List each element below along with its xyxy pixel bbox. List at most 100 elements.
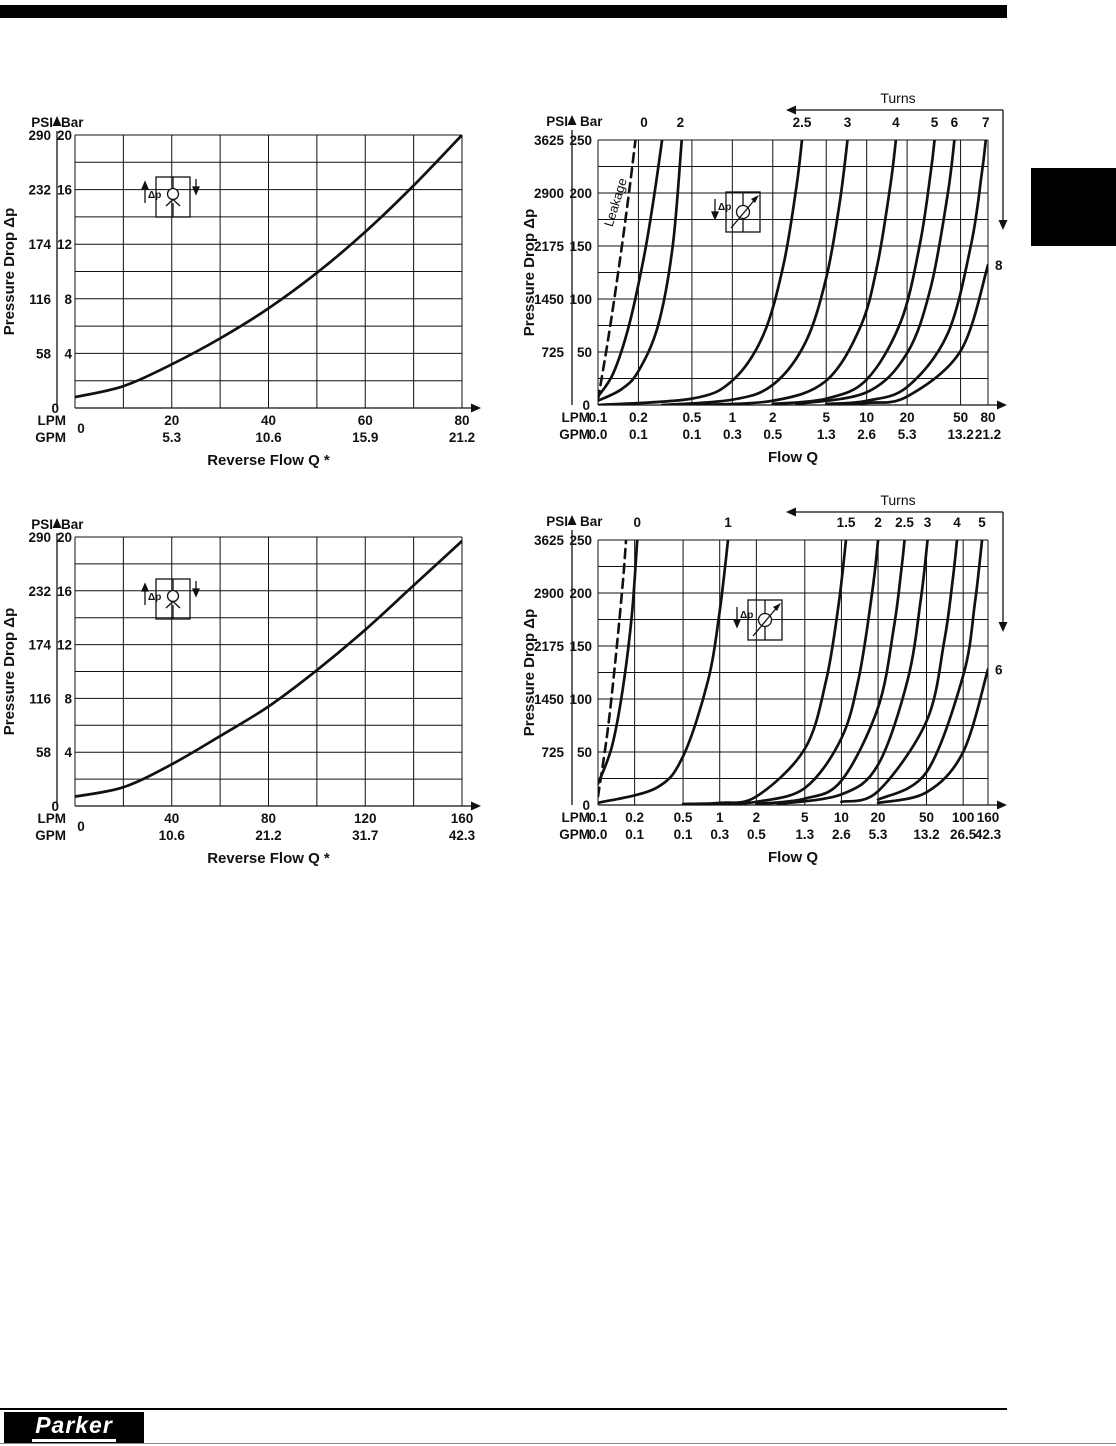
- lpm-tick-label: 160: [451, 811, 474, 826]
- chart-flow-q-lower: PSI Bar 3625 250 2900 200 2175 150 1450 100 725 50 0…: [520, 490, 1080, 895]
- x-zero-label: 0: [77, 819, 85, 834]
- bar-tick-label: 250: [569, 533, 592, 548]
- gpm-tick-label: 0.5: [747, 827, 766, 842]
- arrowhead-down: [192, 588, 200, 598]
- turns-tick-label: 6: [951, 115, 959, 130]
- lpm-tick-label: 0.1: [589, 410, 608, 425]
- bar-unit-label: Bar: [580, 514, 603, 529]
- psi-tick-label: 725: [541, 745, 564, 760]
- x-axis-title: Flow Q: [768, 449, 818, 466]
- gpm-tick-label: 0.1: [625, 827, 644, 842]
- lpm-tick-label: 1: [729, 410, 737, 425]
- lpm-tick-label: 1: [716, 810, 724, 825]
- bar-tick-label: 12: [57, 638, 72, 653]
- turns-tick-label: 7: [982, 115, 990, 130]
- arrowhead-up: [52, 116, 62, 126]
- grid: [74, 536, 463, 807]
- gpm-tick-label: 31.7: [352, 828, 378, 843]
- lpm-tick-label: 2: [769, 410, 777, 425]
- psi-tick-label: 2175: [534, 639, 565, 654]
- psi-unit-label: PSI: [31, 115, 53, 130]
- gpm-tick-label: 13.2: [913, 827, 939, 842]
- gpm-tick-label: 0.1: [683, 427, 702, 442]
- gpm-tick-label: 42.3: [449, 828, 476, 843]
- turns-7-curve: [824, 140, 988, 405]
- gpm-unit-label: GPM: [559, 427, 590, 442]
- flow-control-valve-icon: Δp: [711, 191, 761, 233]
- gpm-tick-label: 5.3: [869, 827, 888, 842]
- bar-unit-label: Bar: [580, 114, 603, 129]
- arrowhead-down: [998, 220, 1008, 230]
- svg-text:Δp: Δp: [148, 592, 161, 603]
- psi-tick-label: 174: [28, 237, 51, 252]
- lpm-tick-label: 0.5: [683, 410, 702, 425]
- turns-tick-label: 4: [953, 515, 961, 530]
- bar-tick-label: 4: [64, 745, 72, 760]
- psi-tick-label: 232: [28, 183, 51, 198]
- turns-2-5-curve: [755, 540, 906, 805]
- gpm-unit-label: GPM: [35, 430, 66, 445]
- psi-tick-label: 116: [29, 292, 51, 307]
- turns-tick-label: 2: [677, 115, 685, 130]
- turns-tick-label: 1.5: [837, 515, 856, 530]
- gpm-tick-label: 21.2: [449, 430, 475, 445]
- psi-tick-label: 725: [541, 345, 564, 360]
- lpm-tick-label: 0.1: [589, 810, 608, 825]
- grid: [74, 134, 463, 409]
- turns-tick-label: 5: [978, 515, 986, 530]
- arrowhead-up: [52, 518, 62, 528]
- gpm-tick-label: 0.3: [723, 427, 742, 442]
- turns-header: Turns: [880, 492, 915, 508]
- gpm-tick-label: 13.2: [947, 427, 973, 442]
- psi-unit-label: PSI: [546, 114, 568, 129]
- lpm-tick-label: 20: [871, 810, 886, 825]
- turns-5-curve: [876, 540, 984, 802]
- gpm-tick-label: 10.6: [255, 430, 282, 445]
- lpm-tick-label: 80: [980, 410, 995, 425]
- reverse-flow-curve: [75, 539, 462, 798]
- y-zero-label: 0: [51, 799, 59, 814]
- psi-unit-label: PSI: [546, 514, 568, 529]
- lpm-tick-label: 20: [900, 410, 915, 425]
- bar-tick-label: 8: [64, 691, 72, 706]
- turns-3-curve: [660, 140, 849, 405]
- gpm-tick-label: 2.6: [857, 427, 876, 442]
- turns-3-curve: [776, 540, 929, 805]
- lpm-unit-label: LPM: [38, 413, 67, 428]
- x-zero-label: 0: [77, 421, 85, 436]
- arrowhead-right: [997, 800, 1007, 810]
- bar-unit-label: Bar: [61, 115, 84, 130]
- lpm-unit-label: LPM: [562, 410, 591, 425]
- section-side-tab: [1031, 168, 1116, 246]
- turns-0-curve: [598, 540, 639, 786]
- arrowhead-up: [567, 115, 577, 125]
- arrowhead-down: [998, 622, 1008, 632]
- lpm-tick-label: 0.5: [674, 810, 693, 825]
- bar-tick-label: 4: [64, 346, 72, 361]
- y-zero-label: 0: [582, 798, 590, 813]
- y-axis-title: Pressure Drop Δp: [521, 609, 538, 737]
- psi-tick-label: 1450: [534, 692, 564, 707]
- psi-tick-label: 2900: [534, 186, 564, 201]
- turns-header: Turns: [880, 90, 915, 106]
- bar-tick-label: 12: [57, 237, 72, 252]
- x-axis-title: Reverse Flow Q *: [207, 452, 330, 469]
- bar-tick-label: 200: [569, 186, 592, 201]
- lpm-tick-label: 80: [454, 413, 469, 428]
- gpm-tick-label: 1.3: [817, 427, 836, 442]
- y-zero-label: 0: [582, 398, 590, 413]
- bar-tick-label: 250: [569, 133, 592, 148]
- bar-unit-label: Bar: [61, 517, 84, 532]
- gpm-tick-label: 5.3: [162, 430, 181, 445]
- lpm-tick-label: 120: [354, 811, 377, 826]
- gpm-tick-label: 0.5: [763, 427, 782, 442]
- bar-tick-label: 50: [577, 745, 592, 760]
- turns-tick-label: 2.5: [895, 515, 914, 530]
- turns-tick-label: 1: [724, 515, 732, 530]
- lpm-unit-label: LPM: [38, 811, 67, 826]
- turns-tick-label: 3: [844, 115, 852, 130]
- y-axis-title: Pressure Drop Δp: [1, 608, 18, 736]
